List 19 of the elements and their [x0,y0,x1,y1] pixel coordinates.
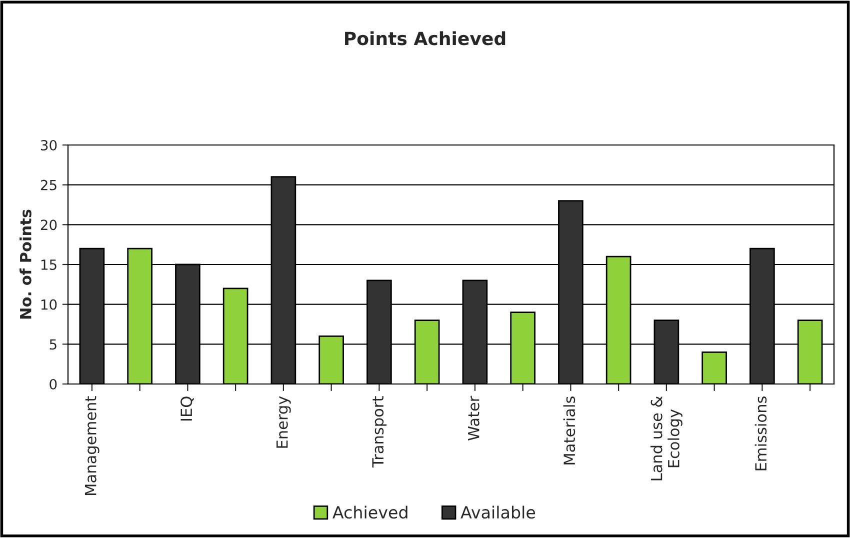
y-tick-label: 30 [40,140,57,150]
chart-title: Points Achieved [345,31,506,46]
y-tick-label: 0 [50,378,57,390]
y-tick-label: 10 [41,299,57,310]
x-tick-label: Water [468,396,480,440]
y-axis-title: No. of Points [20,210,32,319]
x-tick-label: Energy [276,396,291,448]
legend-label: Achieved [332,506,408,519]
x-tick-label: Emissions [754,396,767,470]
x-tick-label: Management [85,396,100,495]
x-tick-label: IEQ [180,396,194,420]
y-tick-label: 15 [41,260,56,270]
x-tick-label: Materials [563,396,576,464]
x-tick-label: Land use & Ecology [650,396,682,480]
y-tick-label: 5 [50,339,56,350]
legend-label: Available [460,506,536,519]
y-tick-label: 20 [40,220,57,230]
y-tick-label: 25 [40,180,56,190]
x-tick-label: Transport [372,396,387,468]
